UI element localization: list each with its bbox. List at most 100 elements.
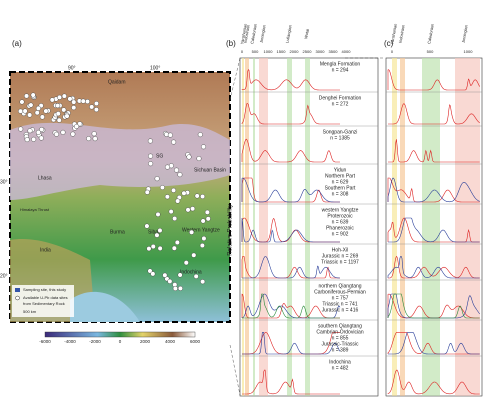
site (77, 121, 83, 127)
site (57, 94, 63, 100)
site (191, 252, 197, 258)
density-curve (388, 332, 480, 355)
lon-label: 100° (150, 65, 160, 71)
site (148, 161, 154, 167)
row-entry: Carboniferous-Permian (314, 289, 366, 295)
site (200, 218, 206, 224)
site (24, 137, 30, 143)
panel-label: (a) (12, 39, 22, 48)
site (86, 136, 92, 142)
row-entry: n = 639 (332, 219, 349, 225)
site (144, 223, 150, 229)
site (55, 111, 61, 117)
period-band (392, 58, 397, 396)
period-label: Yanshanian (239, 23, 248, 44)
row-entry: n = 308 (332, 191, 349, 197)
row-entry: Northern Part (325, 173, 356, 179)
x-tick-label: 0 (391, 49, 394, 54)
density-curve (388, 217, 480, 243)
density-curve (242, 332, 341, 355)
site (174, 239, 180, 245)
period-label: Indosinian (243, 25, 251, 44)
site (155, 211, 161, 217)
density-curve (241, 293, 340, 319)
lon-label: 90° (68, 65, 76, 71)
density-curve (242, 369, 340, 395)
density-curve (242, 256, 340, 279)
site (205, 216, 211, 222)
period-label: Caledonian (249, 24, 257, 45)
site (27, 112, 33, 118)
period-band (305, 58, 310, 396)
site (61, 107, 67, 113)
place: Sibao (148, 229, 161, 235)
row-entry: Cambrian-Ordovician (316, 329, 363, 335)
site (56, 117, 62, 123)
place: Sichuan Basin (194, 167, 226, 173)
site (34, 110, 40, 116)
site (31, 136, 37, 142)
row-title: western Yangtze (322, 207, 359, 213)
density-curve (241, 103, 340, 125)
site (186, 154, 192, 160)
legend-text: from Sedimentary Rock (23, 301, 65, 306)
place: Western Yangtze (182, 227, 220, 233)
site (18, 108, 24, 114)
row-entry: Phanerozoic (326, 225, 354, 231)
legend-swatch (15, 295, 20, 301)
site (93, 101, 99, 107)
row-entry: n = 629 (332, 179, 349, 185)
site (190, 206, 196, 212)
x-tick-label: 2500 (303, 49, 313, 54)
row-title: Hoh-Xil (332, 247, 348, 253)
site (189, 229, 195, 235)
period-label: Wutai (303, 28, 310, 39)
site (150, 244, 156, 250)
site (177, 272, 183, 278)
site (49, 97, 55, 103)
row-title: Mengla Formation (320, 61, 361, 67)
row-entry: n = 389 (332, 347, 349, 353)
site (144, 189, 150, 195)
x-tick-label: 500 (427, 49, 434, 54)
site (164, 194, 170, 200)
period-band (422, 58, 440, 396)
site (164, 164, 170, 170)
colorbar (44, 331, 196, 338)
density-curve (387, 177, 480, 203)
row-entry: n = 272 (332, 101, 349, 107)
density-curve (241, 217, 340, 243)
colorbar-tick: 4000 (165, 339, 176, 344)
site (171, 245, 177, 251)
site (174, 167, 180, 173)
x-tick-label: 1000 (264, 49, 274, 54)
site (30, 92, 36, 98)
site (168, 209, 174, 215)
place: Burma (110, 229, 125, 235)
legend-text: Available U-Pb data sites (23, 295, 68, 300)
site (167, 278, 173, 284)
site (199, 242, 205, 248)
period-label: Caledonian (426, 24, 434, 45)
y-axis-label: Relative Probability (228, 204, 234, 255)
site (171, 139, 177, 145)
row-title: Yidun (334, 167, 347, 173)
legend-text: Sampling site, this study (23, 287, 66, 292)
site (167, 132, 173, 138)
x-tick-label: 3000 (316, 49, 326, 54)
density-curve (387, 293, 480, 319)
period-label: Indosinian (398, 25, 406, 44)
panel-label: (c) (384, 39, 394, 48)
period-band (259, 58, 268, 396)
site (177, 285, 183, 291)
site (39, 126, 45, 132)
site (91, 131, 97, 137)
row-title: southern Qiangtang (318, 323, 362, 329)
site (157, 227, 163, 233)
site (148, 153, 154, 159)
site (71, 99, 77, 105)
site (204, 209, 210, 215)
sample-sites (18, 92, 211, 291)
x-tick-label: 4000 (342, 49, 352, 54)
site (71, 105, 77, 111)
